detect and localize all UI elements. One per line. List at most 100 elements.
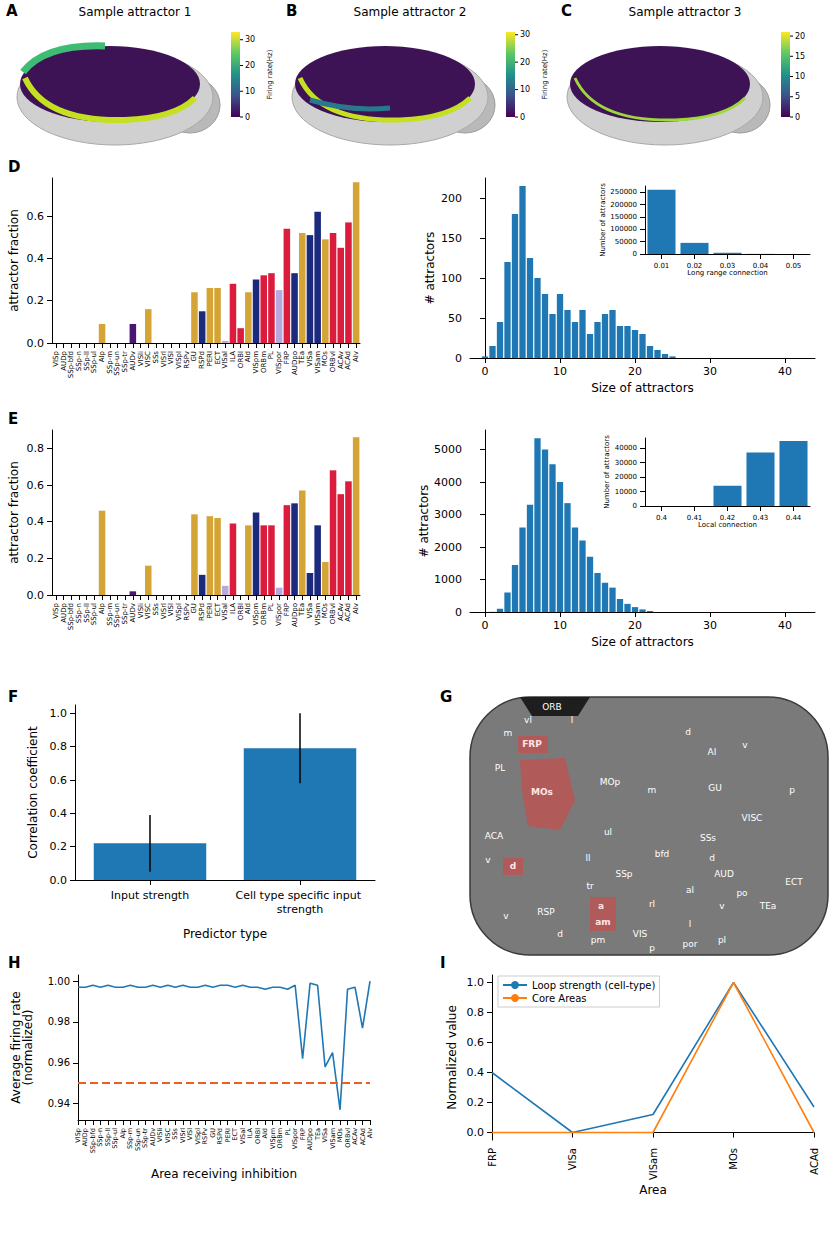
- svg-text:0.03: 0.03: [720, 262, 736, 270]
- svg-text:Firing rate(Hz): Firing rate(Hz): [541, 49, 549, 99]
- svg-text:0.98: 0.98: [48, 1016, 70, 1027]
- svg-text:0.0: 0.0: [27, 337, 45, 350]
- svg-text:0.05: 0.05: [786, 262, 802, 270]
- svg-text:AIv: AIv: [352, 603, 360, 614]
- svg-text:GU: GU: [708, 783, 722, 793]
- svg-text:am: am: [595, 917, 610, 927]
- svg-text:10: 10: [553, 619, 567, 632]
- svg-text:10: 10: [245, 87, 255, 96]
- svg-text:VISC: VISC: [742, 813, 763, 823]
- svg-text:Size of attractors: Size of attractors: [591, 635, 694, 649]
- svg-text:0.4: 0.4: [27, 252, 45, 265]
- svg-text:attractor fraction: attractor fraction: [7, 461, 21, 564]
- svg-text:(normalized): (normalized): [21, 1009, 35, 1085]
- svg-text:20000: 20000: [615, 473, 637, 481]
- svg-text:0.6: 0.6: [27, 479, 45, 492]
- svg-text:Firing rate(Hz): Firing rate(Hz): [266, 49, 274, 99]
- svg-text:VISa: VISa: [567, 1148, 578, 1170]
- svg-text:0.4: 0.4: [50, 807, 68, 820]
- svg-text:30000: 30000: [615, 459, 637, 467]
- svg-text:Long range connection: Long range connection: [687, 269, 767, 277]
- svg-text:15: 15: [795, 52, 805, 61]
- svg-text:Input strength: Input strength: [111, 889, 189, 902]
- svg-text:ECT: ECT: [785, 877, 803, 887]
- svg-text:0.44: 0.44: [786, 514, 802, 522]
- svg-text:0: 0: [482, 365, 489, 378]
- svg-text:ORB: ORB: [542, 702, 562, 712]
- svg-text:v: v: [719, 901, 725, 911]
- svg-text:po: po: [736, 888, 748, 898]
- svg-text:FRP: FRP: [487, 1148, 498, 1167]
- svg-text:VISam: VISam: [648, 1148, 659, 1180]
- svg-text:0.6: 0.6: [27, 210, 45, 223]
- svg-text:G: G: [440, 688, 452, 706]
- svg-text:0.8: 0.8: [27, 442, 45, 455]
- svg-text:FRP: FRP: [522, 739, 542, 749]
- svg-text:0.8: 0.8: [467, 1006, 485, 1019]
- svg-text:100000: 100000: [610, 225, 637, 233]
- svg-text:Area: Area: [639, 1183, 667, 1197]
- svg-text:Number of attractors: Number of attractors: [599, 183, 607, 257]
- svg-text:0.2: 0.2: [27, 294, 45, 307]
- svg-text:10: 10: [795, 72, 805, 81]
- svg-text:30: 30: [703, 619, 717, 632]
- svg-text:B: B: [286, 2, 297, 20]
- svg-text:0.0: 0.0: [50, 874, 68, 887]
- svg-text:m: m: [504, 728, 513, 738]
- svg-text:Area receiving inhibition: Area receiving inhibition: [151, 1167, 297, 1181]
- svg-text:ACAd: ACAd: [809, 1148, 820, 1175]
- svg-text:Cell type specific input: Cell type specific input: [236, 889, 365, 902]
- svg-text:0: 0: [520, 113, 525, 122]
- svg-text:I: I: [440, 954, 446, 972]
- svg-text:0.94: 0.94: [48, 1098, 70, 1109]
- svg-text:PL: PL: [495, 763, 505, 773]
- svg-text:m: m: [648, 785, 657, 795]
- svg-text:C: C: [561, 2, 572, 20]
- svg-text:0.42: 0.42: [720, 514, 736, 522]
- svg-text:0.4: 0.4: [27, 515, 45, 528]
- svg-text:20: 20: [628, 619, 642, 632]
- svg-text:ul: ul: [604, 827, 612, 837]
- svg-text:150000: 150000: [610, 213, 637, 221]
- svg-text:0.0: 0.0: [27, 589, 45, 602]
- svg-text:200000: 200000: [610, 201, 637, 209]
- svg-text:0: 0: [633, 250, 637, 258]
- svg-text:0.01: 0.01: [654, 262, 670, 270]
- svg-text:10: 10: [520, 85, 530, 94]
- svg-text:pl: pl: [718, 935, 726, 945]
- svg-text:0.96: 0.96: [48, 1057, 70, 1068]
- svg-text:0.2: 0.2: [50, 840, 68, 853]
- svg-text:1.0: 1.0: [467, 976, 485, 989]
- svg-text:150: 150: [441, 232, 462, 245]
- svg-text:MOs: MOs: [531, 787, 553, 797]
- svg-text:vl: vl: [524, 715, 532, 725]
- svg-text:AI: AI: [708, 747, 717, 757]
- svg-text:p: p: [649, 943, 655, 953]
- svg-text:AIv: AIv: [352, 351, 360, 362]
- svg-text:rl: rl: [649, 899, 655, 909]
- svg-text:l: l: [571, 715, 574, 725]
- svg-text:0.43: 0.43: [753, 514, 769, 522]
- svg-text:Sample attractor 3: Sample attractor 3: [629, 5, 742, 19]
- svg-text:MOp: MOp: [600, 777, 621, 787]
- svg-text:AIv: AIv: [366, 1128, 374, 1138]
- svg-text:SSs: SSs: [700, 833, 716, 843]
- svg-text:bfd: bfd: [655, 849, 670, 859]
- svg-text:pm: pm: [591, 935, 605, 945]
- svg-text:100: 100: [441, 272, 462, 285]
- svg-text:Sample attractor 2: Sample attractor 2: [354, 5, 467, 19]
- svg-text:30: 30: [703, 365, 717, 378]
- svg-text:0.8: 0.8: [50, 740, 68, 753]
- svg-text:Core Areas: Core Areas: [532, 993, 587, 1004]
- svg-text:l: l: [689, 919, 692, 929]
- svg-text:0: 0: [633, 502, 637, 510]
- svg-text:1.00: 1.00: [48, 976, 70, 987]
- svg-text:RSP: RSP: [537, 907, 555, 917]
- svg-text:AUD: AUD: [714, 869, 734, 879]
- svg-text:Size of attractors: Size of attractors: [591, 381, 694, 395]
- svg-text:TEa: TEa: [759, 901, 777, 911]
- svg-text:# attractors: # attractors: [423, 232, 437, 305]
- svg-text:0.2: 0.2: [467, 1096, 485, 1109]
- svg-text:Normalized value: Normalized value: [445, 1005, 459, 1110]
- svg-text:tr: tr: [586, 881, 594, 891]
